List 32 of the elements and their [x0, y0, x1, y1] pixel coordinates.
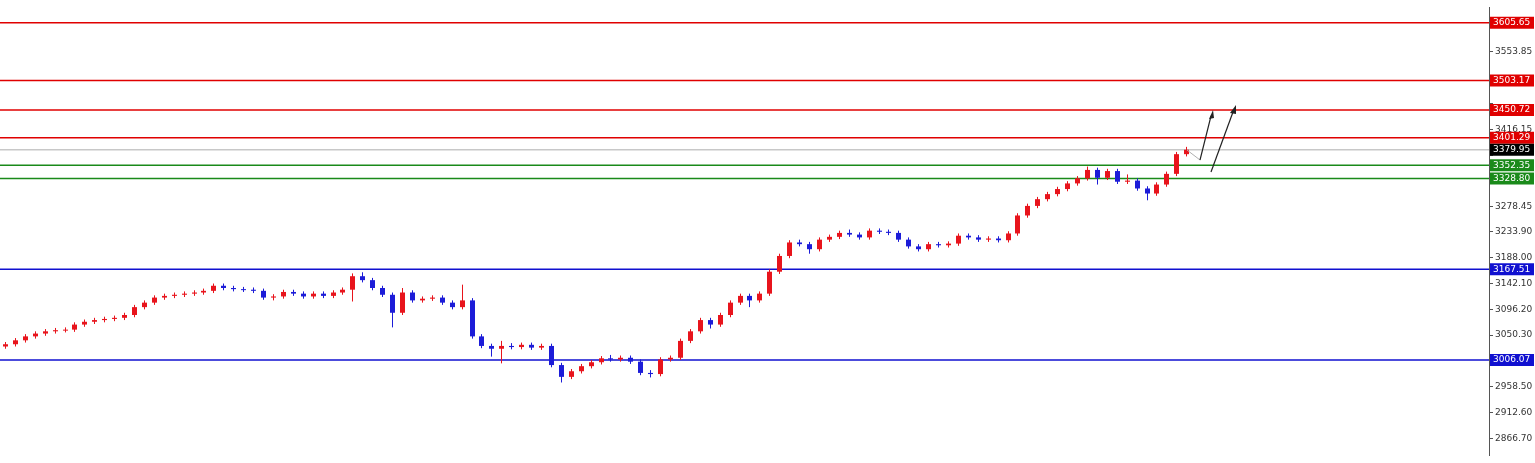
ref-line-label: 3379.95	[1493, 144, 1531, 155]
y-tick-label: 3142.10	[1495, 277, 1533, 288]
candlestick	[658, 356, 663, 377]
y-tick-label: 3096.20	[1495, 303, 1533, 314]
y-tick-label: 3416.15	[1495, 123, 1533, 134]
candlestick	[767, 268, 772, 297]
ref-line-label: 3167.51	[1493, 263, 1531, 274]
candlestick	[499, 340, 504, 364]
candlestick	[1015, 212, 1020, 237]
candlestick	[777, 253, 782, 275]
y-tick-label: 3050.30	[1495, 329, 1533, 340]
candlestick	[678, 338, 683, 361]
ref-line-label: 3605.65	[1493, 17, 1531, 28]
candlestick	[1174, 151, 1179, 177]
ref-line-label: 3352.35	[1493, 159, 1531, 170]
ref-line-label: 3006.07	[1493, 354, 1531, 365]
ref-line-label: 3450.72	[1493, 104, 1531, 115]
y-tick-label: 3233.90	[1495, 226, 1533, 237]
candlestick	[350, 272, 355, 303]
candlestick	[390, 292, 395, 328]
ref-line-label: 3503.17	[1493, 74, 1531, 85]
candlestick	[400, 287, 405, 316]
y-tick-label: 3278.45	[1495, 201, 1533, 212]
y-tick-label: 3553.85	[1495, 46, 1533, 57]
y-tick-label: 2866.70	[1495, 432, 1533, 443]
ref-line-label: 3328.80	[1493, 172, 1531, 183]
candlestick	[559, 362, 564, 383]
y-tick-label: 2958.50	[1495, 381, 1533, 392]
y-tick-label: 3188.00	[1495, 251, 1533, 262]
candlestick	[460, 284, 465, 310]
y-tick-label: 2912.60	[1495, 406, 1533, 417]
ref-line-label: 3401.29	[1493, 132, 1531, 143]
